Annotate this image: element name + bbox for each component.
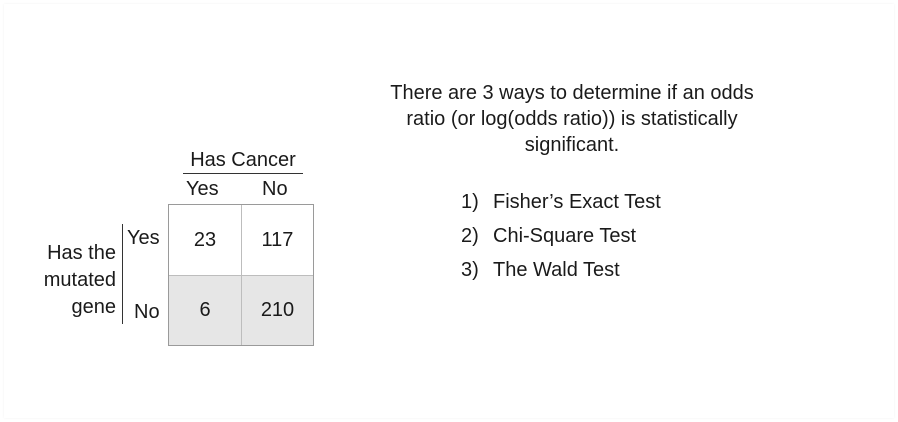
row-label-yes: Yes [127,227,160,249]
list-item: 1) Fisher’s Exact Test [461,190,661,224]
list-item-number: 2) [461,225,479,247]
list-item-label: Fisher’s Exact Test [493,191,661,213]
slide [4,4,894,418]
table-cell-yes-yes: 23 [169,205,242,275]
row-divider [122,224,123,324]
column-label-no: No [262,178,288,200]
column-header: Has Cancer [183,148,303,174]
list-item: 3) The Wald Test [461,258,661,292]
list-item-label: Chi-Square Test [493,225,637,247]
intro-text: There are 3 ways to determine if an odds… [390,82,754,156]
contingency-table: 23 117 6 210 [168,204,314,346]
row-label-no: No [134,301,160,323]
list-item-label: The Wald Test [493,259,620,281]
methods-list: 1) Fisher’s Exact Test 2) Chi-Square Tes… [461,190,661,292]
table-cell-no-no: 210 [242,275,313,345]
row-header: Has the mutated gene [43,242,116,318]
column-label-yes: Yes [186,178,219,200]
table-cell-yes-no: 117 [242,205,313,275]
list-item-number: 3) [461,259,479,281]
list-item: 2) Chi-Square Test [461,224,661,258]
list-item-number: 1) [461,191,479,213]
table-cell-no-yes: 6 [169,275,242,345]
